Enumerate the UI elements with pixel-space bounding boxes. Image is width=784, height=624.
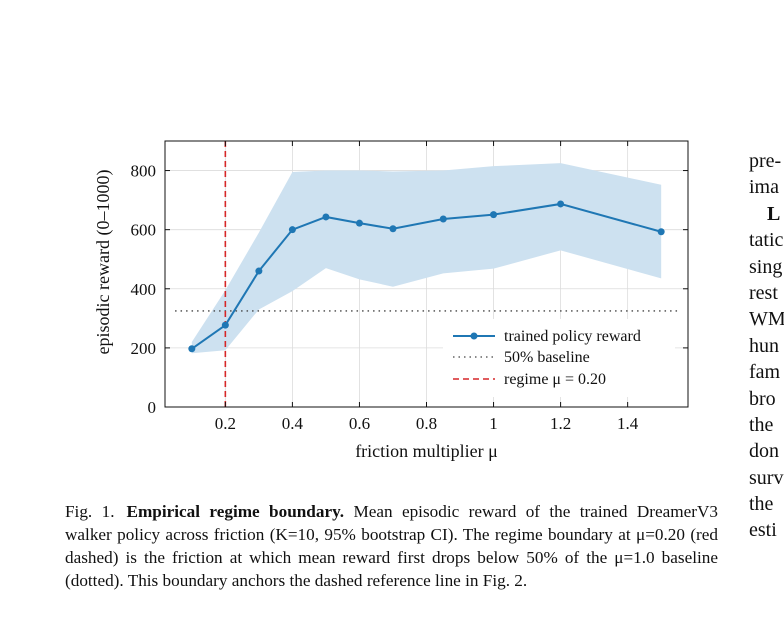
side-column-line: the [749, 493, 774, 516]
y-tick-label: 600 [131, 221, 157, 240]
x-tick-label: 1.4 [617, 414, 639, 433]
side-column-line: WM [749, 308, 784, 331]
x-tick-label: 1.2 [550, 414, 571, 433]
y-tick-label: 800 [131, 162, 157, 181]
legend-entry-regime: regime μ = 0.20 [504, 371, 606, 388]
series-point [439, 215, 447, 223]
series-point [255, 267, 263, 275]
x-axis-label: friction multiplier μ [355, 441, 498, 461]
side-column-line: surv [749, 466, 784, 489]
y-tick-label: 400 [131, 280, 157, 299]
series-point [322, 213, 330, 221]
series-point [355, 219, 363, 227]
series-point [188, 345, 196, 353]
legend-box [443, 319, 675, 397]
side-column-line: esti [749, 519, 777, 542]
side-column-line: bro [749, 387, 776, 410]
legend-entry-baseline: 50% baseline [504, 349, 590, 366]
series-point [557, 200, 565, 208]
side-column-line: ima [749, 176, 779, 199]
legend-entry-main: trained policy reward [504, 328, 641, 345]
side-column-line: sing [749, 255, 783, 278]
x-tick-label: 0.4 [282, 414, 304, 433]
confidence-band [191, 163, 662, 354]
side-column-line: pre- [749, 150, 782, 172]
reward-vs-friction-chart: 0.2 0.4 0.6 0.8 1 1.2 1.4 0 200 400 600 800 friction… [93, 140, 689, 461]
y-tick-label: 0 [148, 398, 157, 417]
x-tick-label: 0.2 [215, 414, 236, 433]
series-point [221, 321, 229, 329]
series-point [657, 228, 665, 236]
x-tick-label: 0.8 [416, 414, 437, 433]
series-point [490, 211, 498, 219]
caption-label: Fig. 1. [65, 502, 115, 521]
side-column-line: fam [749, 361, 781, 384]
x-tick-label: 0.6 [349, 414, 370, 433]
series-point [389, 225, 397, 233]
y-tick-label: 200 [131, 339, 157, 358]
x-tick-label: 1 [489, 414, 498, 433]
side-column-line: rest [749, 281, 778, 304]
side-column-line: the [749, 413, 774, 436]
side-column-line: L [767, 202, 781, 225]
y-axis-label: episodic reward (0–1000) [93, 170, 114, 355]
side-column-line: don [749, 440, 779, 463]
side-column-line: tatic [749, 229, 784, 252]
side-column-line: hun [749, 334, 779, 357]
caption-title: Empirical regime boundary. [126, 502, 345, 521]
figure-caption: Fig. 1. Empirical regime boundary. Mean e… [65, 500, 718, 592]
legend-swatch-marker [470, 332, 478, 340]
series-point [288, 226, 296, 234]
caption-body: Mean episodic reward of the trained Drea… [65, 502, 719, 590]
